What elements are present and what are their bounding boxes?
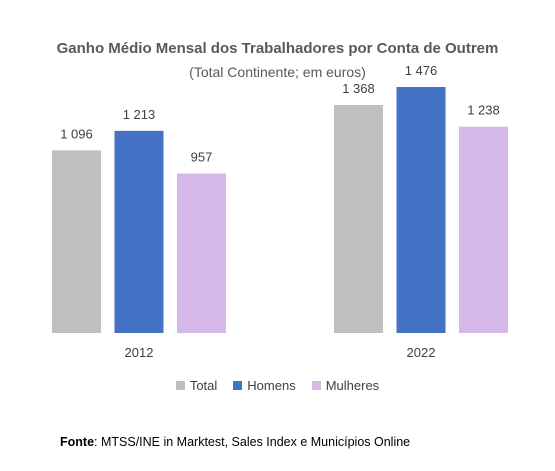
legend-label-total: Total [189, 378, 218, 393]
legend-swatch-homens [233, 381, 243, 390]
bar-homens-2022 [396, 87, 446, 333]
legend-label-mulheres: Mulheres [325, 378, 380, 393]
category-label-2022: 2022 [407, 345, 436, 360]
data-label-homens-2012: 1 213 [123, 107, 156, 122]
chart-title: Ganho Médio Mensal dos Trabalhadores por… [56, 40, 499, 57]
legend-label-homens: Homens [247, 378, 296, 393]
legend-item-mulheres: Mulheres [311, 378, 380, 393]
legend-swatch-mulheres [311, 381, 321, 390]
bar-chart: 1 096 1 213 957 2012 1 368 1 476 1 238 2022 [52, 63, 508, 360]
source-label: Fonte [60, 435, 95, 449]
legend-item-homens: Homens [233, 378, 296, 393]
data-label-homens-2022: 1 476 [405, 63, 438, 78]
chart-subtitle: (Total Continente; em euros) [189, 64, 366, 80]
source-text: : MTSS/INE in Marktest, Sales Index e Mu… [94, 435, 411, 449]
data-label-mulheres-2022: 1 238 [467, 103, 500, 118]
bar-mulheres-2022 [459, 126, 508, 334]
data-label-total-2012: 1 096 [60, 126, 93, 141]
bar-homens-2012 [114, 130, 164, 333]
legend: Total Homens Mulheres [0, 378, 555, 393]
bar-total-2022 [334, 105, 383, 333]
legend-swatch-total [175, 381, 185, 390]
data-label-total-2022: 1 368 [342, 81, 375, 96]
source-note: Fonte: MTSS/INE in Marktest, Sales Index… [60, 435, 410, 449]
legend-item-total: Total [175, 378, 218, 393]
bar-mulheres-2012 [177, 173, 226, 333]
data-label-mulheres-2012: 957 [191, 150, 213, 165]
bar-total-2012 [52, 150, 101, 333]
category-label-2012: 2012 [125, 345, 154, 360]
